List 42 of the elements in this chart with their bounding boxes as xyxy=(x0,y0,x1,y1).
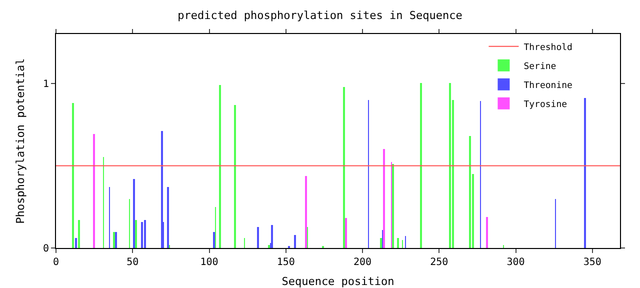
bar xyxy=(397,238,399,248)
legend-label: Threonine xyxy=(524,80,572,91)
chart-title: predicted phosphorylation sites in Sequence xyxy=(178,9,462,22)
bar xyxy=(380,238,382,248)
bar xyxy=(141,222,143,248)
x-tick-label: 300 xyxy=(506,257,525,268)
legend-label: Threshold xyxy=(524,42,572,53)
bar xyxy=(72,103,74,248)
x-tick-label: 350 xyxy=(583,257,602,268)
bar xyxy=(135,220,137,248)
legend-label: Tyrosine xyxy=(524,100,568,110)
y-tick-label: 1 xyxy=(42,78,49,90)
bar xyxy=(144,220,146,248)
x-tick-label: 250 xyxy=(430,257,448,268)
legend-label: Serine xyxy=(524,62,556,72)
x-tick-label: 100 xyxy=(200,257,218,268)
x-tick-label: 50 xyxy=(126,257,139,268)
bar xyxy=(486,217,488,248)
bar xyxy=(133,179,135,248)
bar xyxy=(449,83,451,248)
bar xyxy=(294,235,296,248)
bar xyxy=(219,85,221,248)
y-axis-title: Phosphorylation potential xyxy=(14,58,27,224)
bar xyxy=(584,98,586,248)
bar xyxy=(271,225,273,248)
x-tick-label: 0 xyxy=(52,257,60,268)
x-tick-label: 150 xyxy=(276,257,295,268)
bar xyxy=(213,232,215,248)
bar xyxy=(345,218,347,248)
bar xyxy=(305,176,307,248)
bar xyxy=(420,83,422,248)
bar xyxy=(257,227,259,248)
bar xyxy=(469,136,471,248)
bar xyxy=(234,105,236,248)
bar xyxy=(75,238,77,248)
x-tick-label: 200 xyxy=(353,257,372,268)
bar xyxy=(167,187,169,248)
bar xyxy=(93,134,95,248)
bar xyxy=(383,149,385,248)
bar xyxy=(78,220,80,248)
x-axis-title: Sequence position xyxy=(282,275,394,288)
bar xyxy=(343,87,345,248)
